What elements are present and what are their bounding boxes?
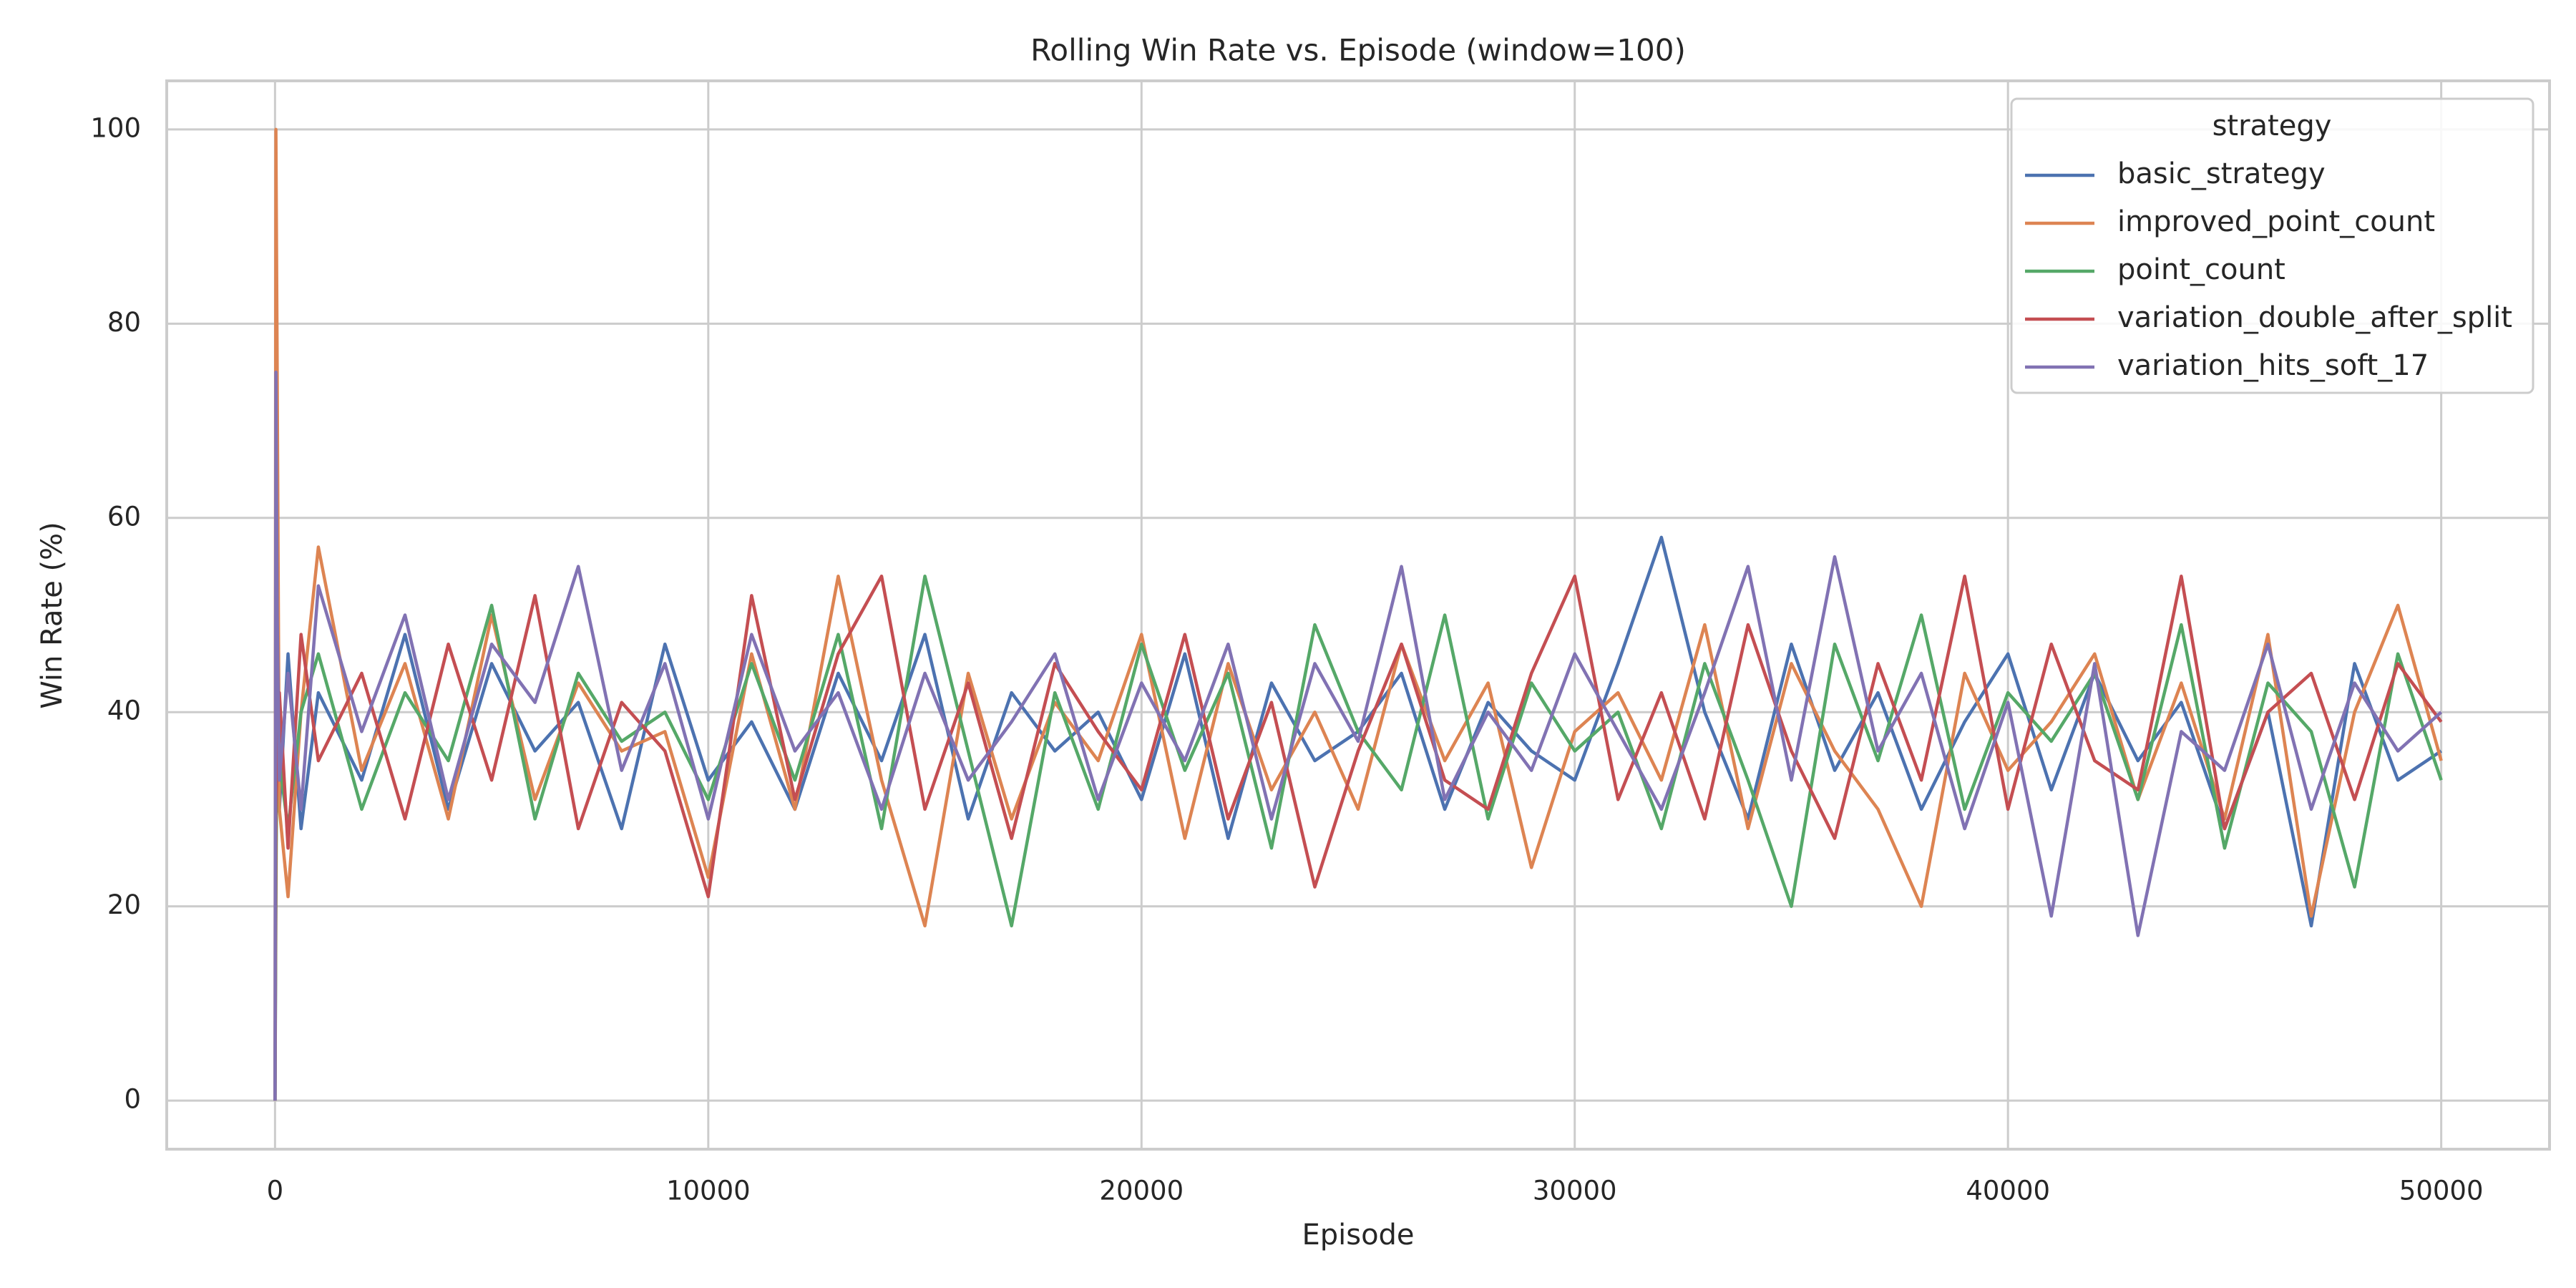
legend-label: variation_hits_soft_17 — [2117, 349, 2429, 382]
x-tick-label: 0 — [267, 1176, 284, 1206]
legend: strategy basic_strategy improved_point_co… — [2010, 97, 2534, 394]
legend-label: basic_strategy — [2117, 157, 2326, 190]
plot-lines — [273, 127, 2443, 1101]
y-axis-label: Win Rate (%) — [36, 522, 69, 709]
y-tick-label: 80 — [107, 307, 141, 338]
x-tick-label: 50000 — [2399, 1176, 2484, 1206]
x-tick-label: 20000 — [1099, 1176, 1184, 1206]
series-line — [273, 574, 2443, 1101]
chart-title: Rolling Win Rate vs. Episode (window=100… — [1030, 33, 1686, 68]
y-tick-label: 40 — [107, 696, 141, 726]
legend-frame — [2010, 97, 2534, 394]
x-axis-label: Episode — [1302, 1219, 1414, 1252]
axes-frame — [165, 79, 2551, 1151]
series-line — [273, 370, 2443, 1101]
legend-title: strategy — [2212, 109, 2332, 142]
y-tick-label: 20 — [107, 889, 141, 920]
x-tick-label: 40000 — [1966, 1176, 2050, 1206]
legend-label: point_count — [2117, 253, 2285, 286]
y-tick-label: 60 — [107, 501, 141, 532]
y-tick-label: 0 — [124, 1084, 141, 1115]
x-tick-label: 30000 — [1533, 1176, 1617, 1206]
grid — [167, 81, 2550, 1149]
y-tick-label: 100 — [90, 112, 141, 143]
x-tick-label: 10000 — [666, 1176, 751, 1206]
legend-label: variation_double_after_split — [2117, 301, 2512, 334]
legend-label: improved_point_count — [2117, 205, 2435, 238]
